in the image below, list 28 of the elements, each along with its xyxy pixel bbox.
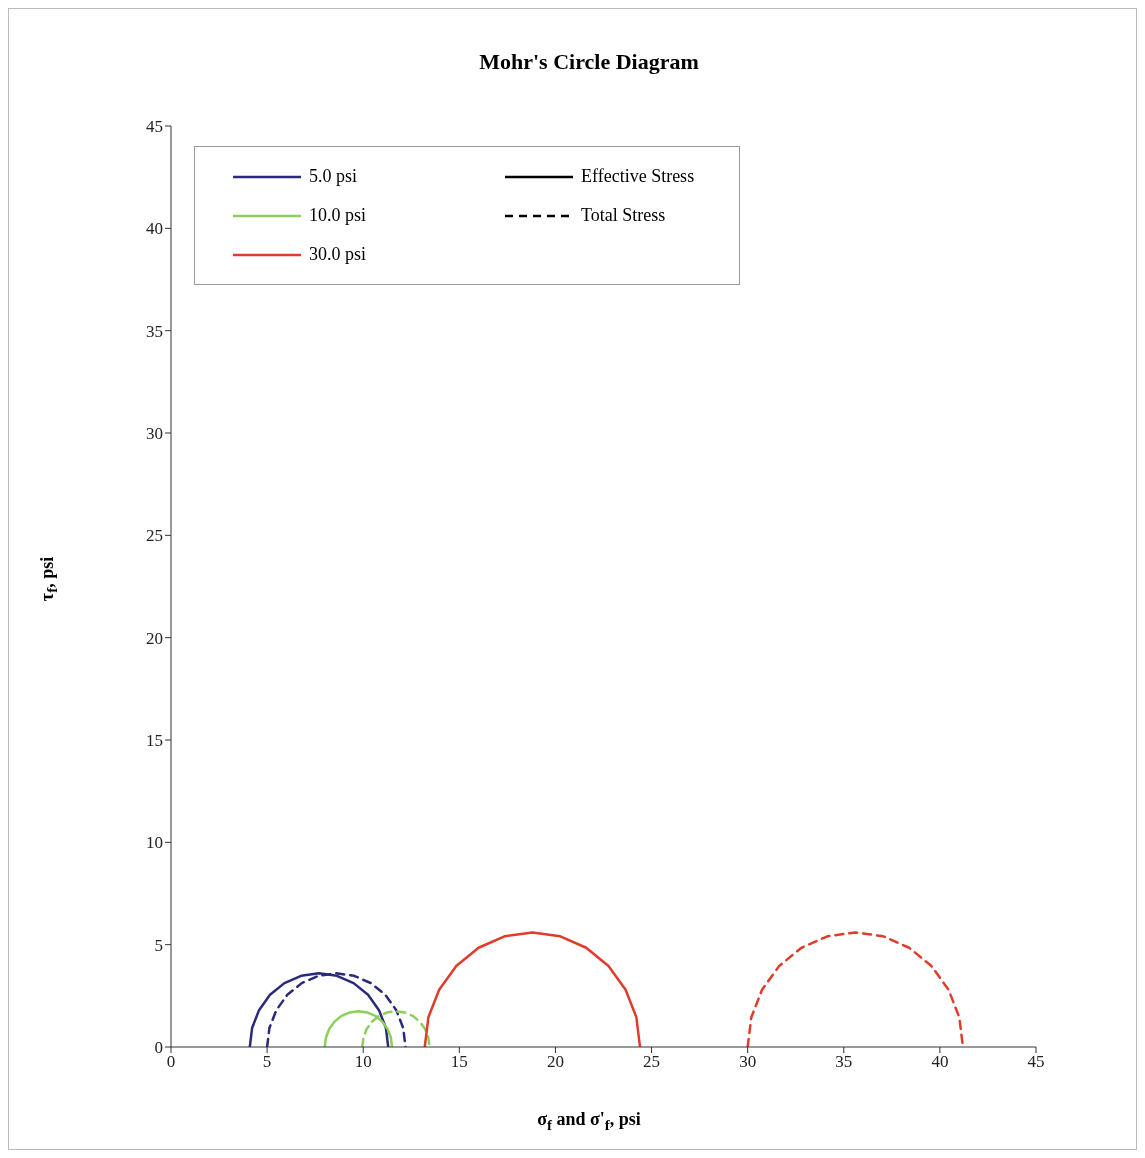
y-tick-label: 45 xyxy=(146,117,163,137)
y-tick-label: 30 xyxy=(146,424,163,444)
y-tick-label: 15 xyxy=(146,731,163,751)
legend-label: 30.0 psi xyxy=(309,244,367,265)
y-tick-label: 5 xyxy=(154,935,163,955)
line-series xyxy=(746,931,965,1047)
x-tick-label: 45 xyxy=(1027,1052,1045,1072)
x-tick-label: 20 xyxy=(546,1052,564,1072)
line-series xyxy=(423,931,642,1047)
legend-label: 10.0 psi xyxy=(309,205,367,226)
x-tick-label: 5 xyxy=(262,1052,272,1072)
legend-label: 5.0 psi xyxy=(309,166,358,187)
x-axis-title: σ$_{f}$ and σ'$_{f}$, psi xyxy=(536,1109,642,1134)
y-tick-label: 20 xyxy=(146,628,163,648)
x-tick-label: 40 xyxy=(931,1052,949,1072)
legend-label: Total Stress xyxy=(581,205,666,226)
y-tick-label: 10 xyxy=(146,833,163,853)
y-tick-label: 40 xyxy=(146,219,163,239)
x-tick-label: 35 xyxy=(835,1052,853,1072)
y-tick-label: 35 xyxy=(146,321,163,341)
x-tick-label: 10 xyxy=(354,1052,372,1072)
chart-title: Mohr's Circle Diagram xyxy=(478,49,700,75)
x-tick-label: 15 xyxy=(450,1052,468,1072)
x-tick-label: 25 xyxy=(643,1052,661,1072)
y-tick-label: 0 xyxy=(154,1038,163,1058)
legend-label: Effective Stress xyxy=(581,166,695,187)
y-tick-label: 25 xyxy=(146,526,163,546)
x-tick-label: 30 xyxy=(739,1052,757,1072)
